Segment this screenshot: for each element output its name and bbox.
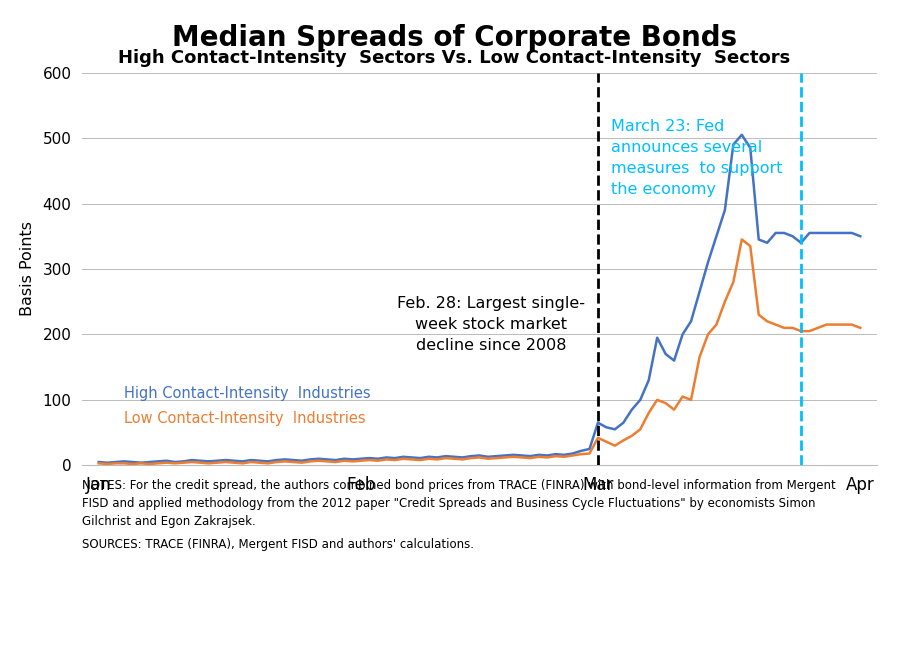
Text: SOURCES: TRACE (FINRA), Mergent FISD and authors' calculations.: SOURCES: TRACE (FINRA), Mergent FISD and… <box>82 538 474 550</box>
Text: Feb. 28: Largest single-
week stock market
decline since 2008: Feb. 28: Largest single- week stock mark… <box>397 296 585 353</box>
Text: High Contact-Intensity  Industries: High Contact-Intensity Industries <box>125 386 371 401</box>
Text: F: F <box>16 630 28 647</box>
Text: Federal Reserve Bank: Federal Reserve Bank <box>16 632 208 645</box>
Text: High Contact-Intensity  Sectors Vs. Low Contact-Intensity  Sectors: High Contact-Intensity Sectors Vs. Low C… <box>118 49 791 67</box>
Y-axis label: Basis Points: Basis Points <box>20 222 35 316</box>
Text: FISD and applied methodology from the 2012 paper "Credit Spreads and Business Cy: FISD and applied methodology from the 20… <box>82 497 815 510</box>
Text: Median Spreads of Corporate Bonds: Median Spreads of Corporate Bonds <box>172 24 737 51</box>
Text: St. Louis: St. Louis <box>295 632 375 645</box>
Text: Gilchrist and Egon Zakrajsek.: Gilchrist and Egon Zakrajsek. <box>82 515 255 529</box>
Text: NOTES: For the credit spread, the authors combined bond prices from TRACE (FINRA: NOTES: For the credit spread, the author… <box>82 478 835 492</box>
Text: March 23: Fed
announces several
measures  to support
the economy: March 23: Fed announces several measures… <box>611 119 782 197</box>
Text: of: of <box>266 632 281 645</box>
Text: Low Contact-Intensity  Industries: Low Contact-Intensity Industries <box>125 411 365 426</box>
